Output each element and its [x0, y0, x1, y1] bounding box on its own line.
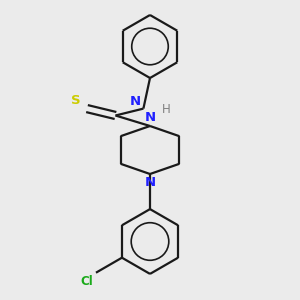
Text: N: N: [144, 176, 156, 189]
Text: N: N: [144, 111, 156, 124]
Text: Cl: Cl: [80, 275, 93, 288]
Text: N: N: [130, 95, 141, 108]
Text: S: S: [71, 94, 80, 107]
Text: H: H: [161, 103, 170, 116]
